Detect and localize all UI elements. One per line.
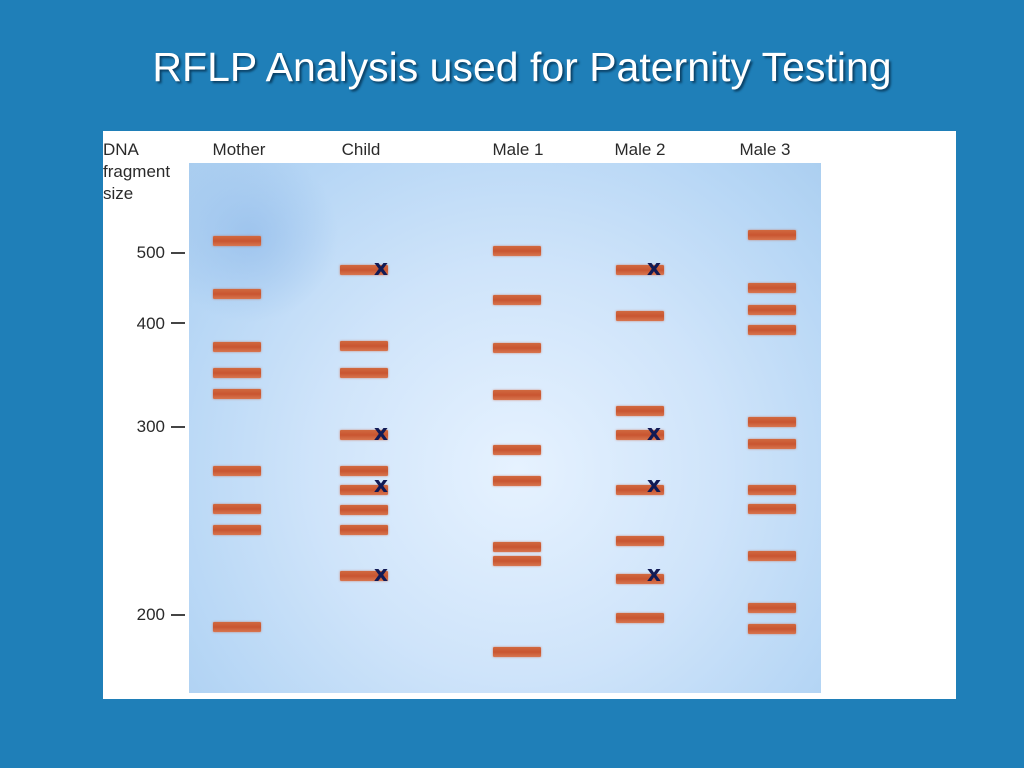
lane-header-child: Child bbox=[341, 140, 381, 159]
band-male-3 bbox=[748, 551, 796, 561]
band-male-2 bbox=[616, 430, 664, 440]
band-male-1 bbox=[493, 445, 541, 455]
gel-background bbox=[189, 163, 821, 693]
match-marker: x bbox=[646, 255, 662, 281]
rflp-gel-figure: DNA fragment size Mother Child Male 1 Ma… bbox=[103, 131, 956, 699]
band-male-3 bbox=[748, 603, 796, 613]
tick-mark bbox=[171, 252, 185, 254]
band-male-2 bbox=[616, 536, 664, 546]
lane-header-male-1: Male 1 bbox=[492, 140, 544, 159]
match-marker: x bbox=[646, 561, 662, 587]
y-axis-title-line: DNA bbox=[103, 140, 139, 159]
band-child bbox=[340, 341, 388, 351]
tick-label-300: 300 bbox=[136, 417, 165, 436]
band-male-1 bbox=[493, 246, 541, 256]
match-marker: x bbox=[646, 420, 662, 446]
band-male-1 bbox=[493, 556, 541, 566]
band-mother bbox=[213, 504, 261, 514]
band-male-3 bbox=[748, 504, 796, 514]
band-child bbox=[340, 571, 388, 581]
y-axis-title: DNA fragment size bbox=[103, 139, 170, 205]
band-male-2 bbox=[616, 485, 664, 495]
band-male-2 bbox=[616, 613, 664, 623]
band-mother bbox=[213, 466, 261, 476]
band-male-3 bbox=[748, 325, 796, 335]
band-male-3 bbox=[748, 417, 796, 427]
lane-header-mother: Mother bbox=[212, 140, 266, 159]
band-male-1 bbox=[493, 295, 541, 305]
band-child bbox=[340, 525, 388, 535]
y-axis-title-line: size bbox=[103, 184, 134, 203]
band-male-3 bbox=[748, 624, 796, 634]
band-child bbox=[340, 505, 388, 515]
match-marker: x bbox=[373, 561, 389, 587]
band-male-2 bbox=[616, 265, 664, 275]
band-child bbox=[340, 265, 388, 275]
band-male-2 bbox=[616, 574, 664, 584]
band-child bbox=[340, 466, 388, 476]
band-male-1 bbox=[493, 476, 541, 486]
band-male-3 bbox=[748, 485, 796, 495]
match-marker: x bbox=[373, 255, 389, 281]
slide-title: RFLP Analysis used for Paternity Testing bbox=[152, 44, 892, 90]
match-marker: x bbox=[646, 472, 662, 498]
tick-mark bbox=[171, 426, 185, 428]
band-child bbox=[340, 368, 388, 378]
band-male-1 bbox=[493, 390, 541, 400]
band-male-2 bbox=[616, 406, 664, 416]
band-mother bbox=[213, 368, 261, 378]
band-male-1 bbox=[493, 647, 541, 657]
tick-label-200: 200 bbox=[136, 605, 165, 624]
band-male-3 bbox=[748, 305, 796, 315]
band-male-1 bbox=[493, 542, 541, 552]
band-child bbox=[340, 430, 388, 440]
lane-header-male-3: Male 3 bbox=[739, 140, 791, 159]
lane-header-male-2: Male 2 bbox=[614, 140, 666, 159]
band-mother bbox=[213, 525, 261, 535]
y-axis-title-line: fragment bbox=[103, 162, 171, 181]
tick-mark bbox=[171, 614, 185, 616]
band-male-3 bbox=[748, 230, 796, 240]
tick-label-400: 400 bbox=[136, 314, 165, 333]
match-marker: x bbox=[373, 420, 389, 446]
band-male-3 bbox=[748, 283, 796, 293]
band-mother bbox=[213, 622, 261, 632]
band-mother bbox=[213, 389, 261, 399]
band-child bbox=[340, 485, 388, 495]
tick-label-500: 500 bbox=[136, 243, 165, 262]
band-mother bbox=[213, 342, 261, 352]
band-male-3 bbox=[748, 439, 796, 449]
band-mother bbox=[213, 289, 261, 299]
band-male-2 bbox=[616, 311, 664, 321]
match-marker: x bbox=[373, 472, 389, 498]
band-male-1 bbox=[493, 343, 541, 353]
band-mother bbox=[213, 236, 261, 246]
tick-mark bbox=[171, 322, 185, 324]
gel-shading bbox=[189, 163, 339, 323]
